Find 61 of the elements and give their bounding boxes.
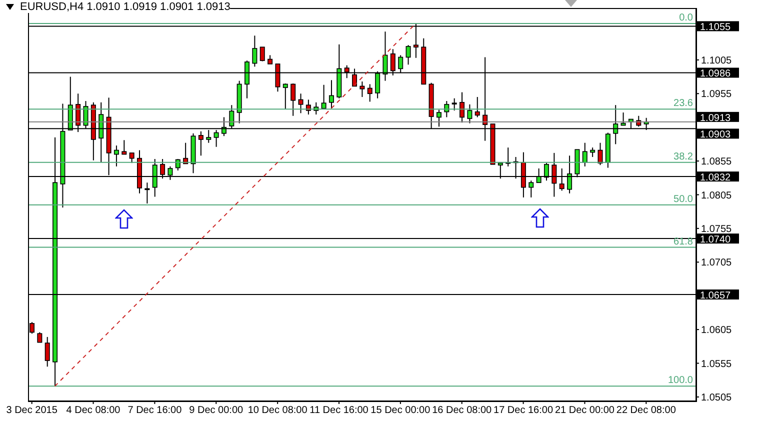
x-tick-label: 21 Dec 00:00 bbox=[554, 405, 615, 416]
candlestick bbox=[144, 182, 150, 204]
x-tick-label: 16 Dec 08:00 bbox=[432, 405, 492, 416]
annotation: 23.6 bbox=[674, 98, 694, 110]
x-tick-label: 3 Dec 2015 bbox=[6, 405, 58, 416]
y-tick-label: 1.0805 bbox=[701, 190, 732, 202]
candlestick bbox=[360, 80, 365, 98]
candlestick bbox=[282, 83, 288, 110]
ref-line-label: 1.0657 bbox=[700, 290, 732, 302]
y-tick-label: 1.0555 bbox=[701, 358, 732, 370]
candlestick bbox=[406, 44, 411, 66]
annotation: 100.0 bbox=[668, 375, 694, 386]
candlestick bbox=[252, 35, 258, 68]
ref-line-label: 1.1055 bbox=[700, 22, 732, 34]
ref-line-label: 1.0986 bbox=[700, 68, 732, 80]
annotation: 50.0 bbox=[674, 194, 694, 205]
candlestick bbox=[590, 147, 596, 158]
y-tick-label: 1.0605 bbox=[701, 325, 732, 336]
candlestick bbox=[30, 322, 34, 334]
candlestick bbox=[598, 142, 603, 166]
y-tick-label: 1.0855 bbox=[701, 156, 732, 168]
x-tick-label: 17 Dec 16:00 bbox=[494, 405, 554, 416]
x-tick-label: 15 Dec 00:00 bbox=[370, 405, 431, 416]
y-tick-label: 1.0505 bbox=[701, 392, 732, 404]
candlestick bbox=[328, 80, 334, 109]
ref-line-label: 1.0913 bbox=[700, 112, 732, 124]
annotation: 0.0 bbox=[679, 12, 694, 24]
candlestick bbox=[260, 46, 265, 62]
x-tick-label: 9 Dec 00:00 bbox=[189, 405, 244, 416]
candlestick bbox=[114, 145, 119, 167]
candlestick bbox=[44, 336, 50, 368]
candlestick bbox=[321, 84, 326, 109]
x-tick-label: 10 Dec 08:00 bbox=[248, 405, 308, 416]
candlestick bbox=[528, 180, 534, 198]
y-tick-label: 1.0955 bbox=[701, 89, 732, 100]
x-tick-label: 22 Dec 08:00 bbox=[616, 405, 676, 416]
candlestick bbox=[37, 332, 42, 343]
y-tick-label: 1.0705 bbox=[701, 258, 732, 269]
x-tick-label: 4 Dec 08:00 bbox=[66, 405, 121, 416]
candlestick bbox=[198, 130, 204, 156]
candlestick bbox=[452, 98, 457, 111]
y-tick-label: 1.1005 bbox=[701, 55, 732, 66]
candlestick bbox=[367, 84, 372, 102]
x-tick-label: 11 Dec 16:00 bbox=[310, 405, 369, 416]
x-tick-label: 7 Dec 16:00 bbox=[128, 405, 182, 416]
ref-line-label: 1.0903 bbox=[700, 130, 732, 141]
y-tick-label: 1.0755 bbox=[701, 224, 732, 235]
candlestick bbox=[474, 96, 480, 118]
candlestick bbox=[290, 83, 296, 116]
candlestick bbox=[582, 142, 588, 167]
ref-line-label: 1.0740 bbox=[700, 234, 732, 246]
annotation: 38.2 bbox=[674, 151, 694, 162]
ref-line-label: 1.0832 bbox=[700, 172, 732, 184]
candlestick bbox=[467, 104, 472, 124]
candlestick bbox=[620, 112, 626, 126]
annotation: 61.8 bbox=[674, 236, 694, 248]
candlestick bbox=[122, 140, 127, 155]
candlestick bbox=[129, 152, 134, 164]
chart-title: EURUSD,H4 1.0910 1.0919 1.0901 1.0913 bbox=[20, 1, 230, 13]
candlestick bbox=[460, 92, 465, 124]
candlestick bbox=[298, 93, 304, 114]
